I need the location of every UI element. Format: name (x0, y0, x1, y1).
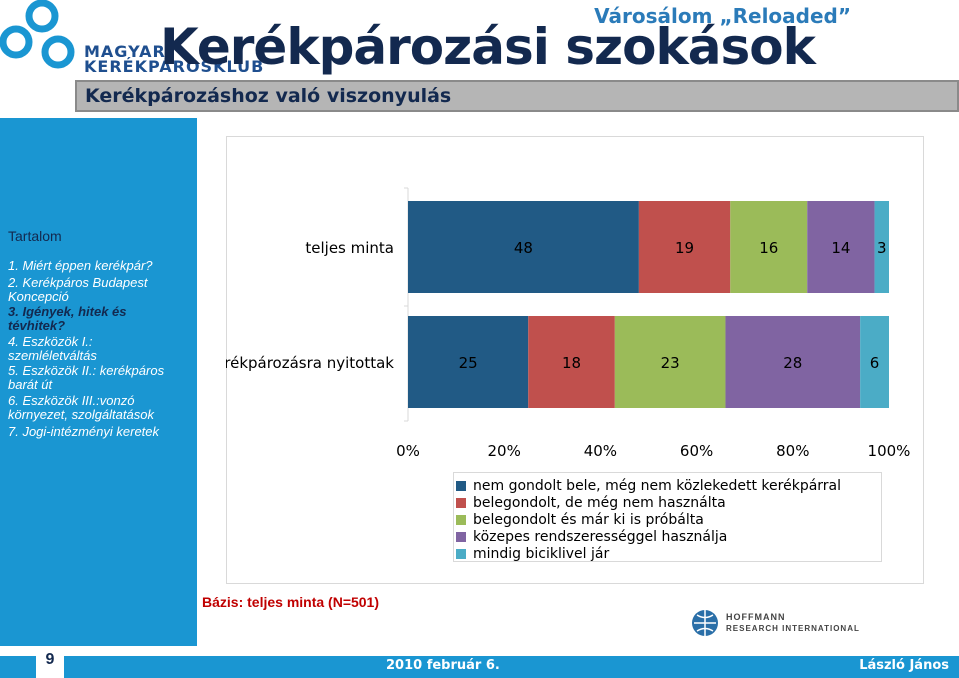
bar-segment (874, 201, 889, 293)
legend-label: mindig biciklivel jár (473, 545, 610, 562)
toc-item-6[interactable]: 6. Eszközök III.:vonzó környezet, szolgá… (8, 393, 154, 422)
legend-label: belegondolt, de még nem használta (473, 494, 726, 511)
toc-item-2[interactable]: 2. Kerékpáros Budapest Koncepció (8, 275, 148, 304)
page-subtitle: Kerékpározáshoz való viszonyulás (85, 85, 452, 107)
data-label: 18 (562, 354, 581, 372)
legend-swatch (456, 480, 466, 491)
sample-basis-note: Bázis: teljes minta (N=501) (202, 594, 380, 610)
data-label: 6 (870, 354, 880, 372)
footer-author: László János (859, 658, 949, 673)
x-tick-label: 0% (396, 442, 420, 460)
data-label: 23 (661, 354, 680, 372)
x-tick-label: 60% (680, 442, 713, 460)
legend-label: belegondolt és már ki is próbálta (473, 511, 704, 528)
legend-item: belegondolt és már ki is próbálta (456, 511, 704, 528)
legend-swatch (456, 497, 466, 508)
page-title: Kerékpározási szokások (160, 18, 816, 76)
footer-bar: 2010 február 6. László János (0, 656, 959, 678)
sidebar: Tartalom 1. Miért éppen kerékpár? 2. Ker… (0, 118, 197, 646)
data-label: 16 (759, 239, 778, 257)
data-label: 48 (514, 239, 533, 257)
hoffmann-line2: RESEARCH INTERNATIONAL (726, 624, 860, 633)
toc-item-1[interactable]: 1. Miért éppen kerékpár? (8, 258, 153, 273)
project-name: Városálom „Reloaded” (594, 4, 851, 28)
footer-date: 2010 február 6. (386, 658, 500, 673)
data-label: 19 (675, 239, 694, 257)
x-tick-label: 80% (776, 442, 809, 460)
bar-segment (638, 201, 731, 293)
category-label: teljes minta (305, 239, 394, 257)
category-label: kerékpározásra nyitottak (226, 354, 394, 372)
toc-item-7[interactable]: 7. Jogi-intézményi keretek (8, 424, 160, 439)
legend-swatch (456, 514, 466, 525)
data-label: 3 (877, 239, 887, 257)
logo-text-line2: KERÉKPÁROSKLUB (84, 57, 265, 76)
bar-segment (408, 316, 529, 408)
hoffmann-line1: HOFFMANN (726, 612, 786, 622)
logo-text: MAGYAR KERÉKPÁROSKLUB (84, 42, 265, 76)
chart-legend: nem gondolt bele, még nem közlekedett ke… (453, 472, 882, 562)
logo-text-line1: MAGYAR (84, 42, 166, 61)
data-label: 25 (459, 354, 478, 372)
subtitle-bar: Kerékpározáshoz való viszonyulás (75, 80, 959, 112)
globe-icon (692, 610, 718, 636)
bar-segment (614, 316, 726, 408)
data-label: 28 (783, 354, 802, 372)
bar-segment (807, 201, 875, 293)
mkk-logo-icon (0, 0, 75, 69)
bar-segment (860, 316, 889, 408)
toc-item-3[interactable]: 3. Igények, hitek és tévhitek? (8, 304, 127, 333)
legend-label: közepes rendszerességgel használja (473, 528, 728, 545)
toc-heading: Tartalom (8, 228, 62, 244)
legend-swatch (456, 531, 466, 542)
legend-item: közepes rendszerességgel használja (456, 528, 727, 545)
bar-segment (725, 316, 861, 408)
legend-item: mindig biciklivel jár (456, 545, 609, 562)
legend-item: belegondolt, de még nem használta (456, 494, 726, 511)
toc-item-4[interactable]: 4. Eszközök I.: szemléletváltás (8, 334, 97, 363)
x-tick-label: 100% (868, 442, 911, 460)
data-label: 14 (831, 239, 850, 257)
hoffmann-logo: HOFFMANN RESEARCH INTERNATIONAL (690, 608, 860, 640)
x-tick-label: 20% (488, 442, 521, 460)
toc-item-5[interactable]: 5. Eszközök II.: kerékpáros barát út (8, 363, 165, 392)
x-tick-label: 40% (584, 442, 617, 460)
page-number: 9 (36, 646, 64, 678)
bar-segment (730, 201, 808, 293)
bar-segment (408, 201, 639, 293)
bar-segment (528, 316, 615, 408)
legend-swatch (456, 548, 466, 559)
stacked-bar-chart: teljes minta 48 19 16 14 3 kerékpározásra nyit… (226, 187, 911, 460)
legend-item: nem gondolt bele, még nem közlekedett ke… (456, 477, 841, 494)
legend-label: nem gondolt bele, még nem közlekedett ke… (473, 477, 842, 494)
